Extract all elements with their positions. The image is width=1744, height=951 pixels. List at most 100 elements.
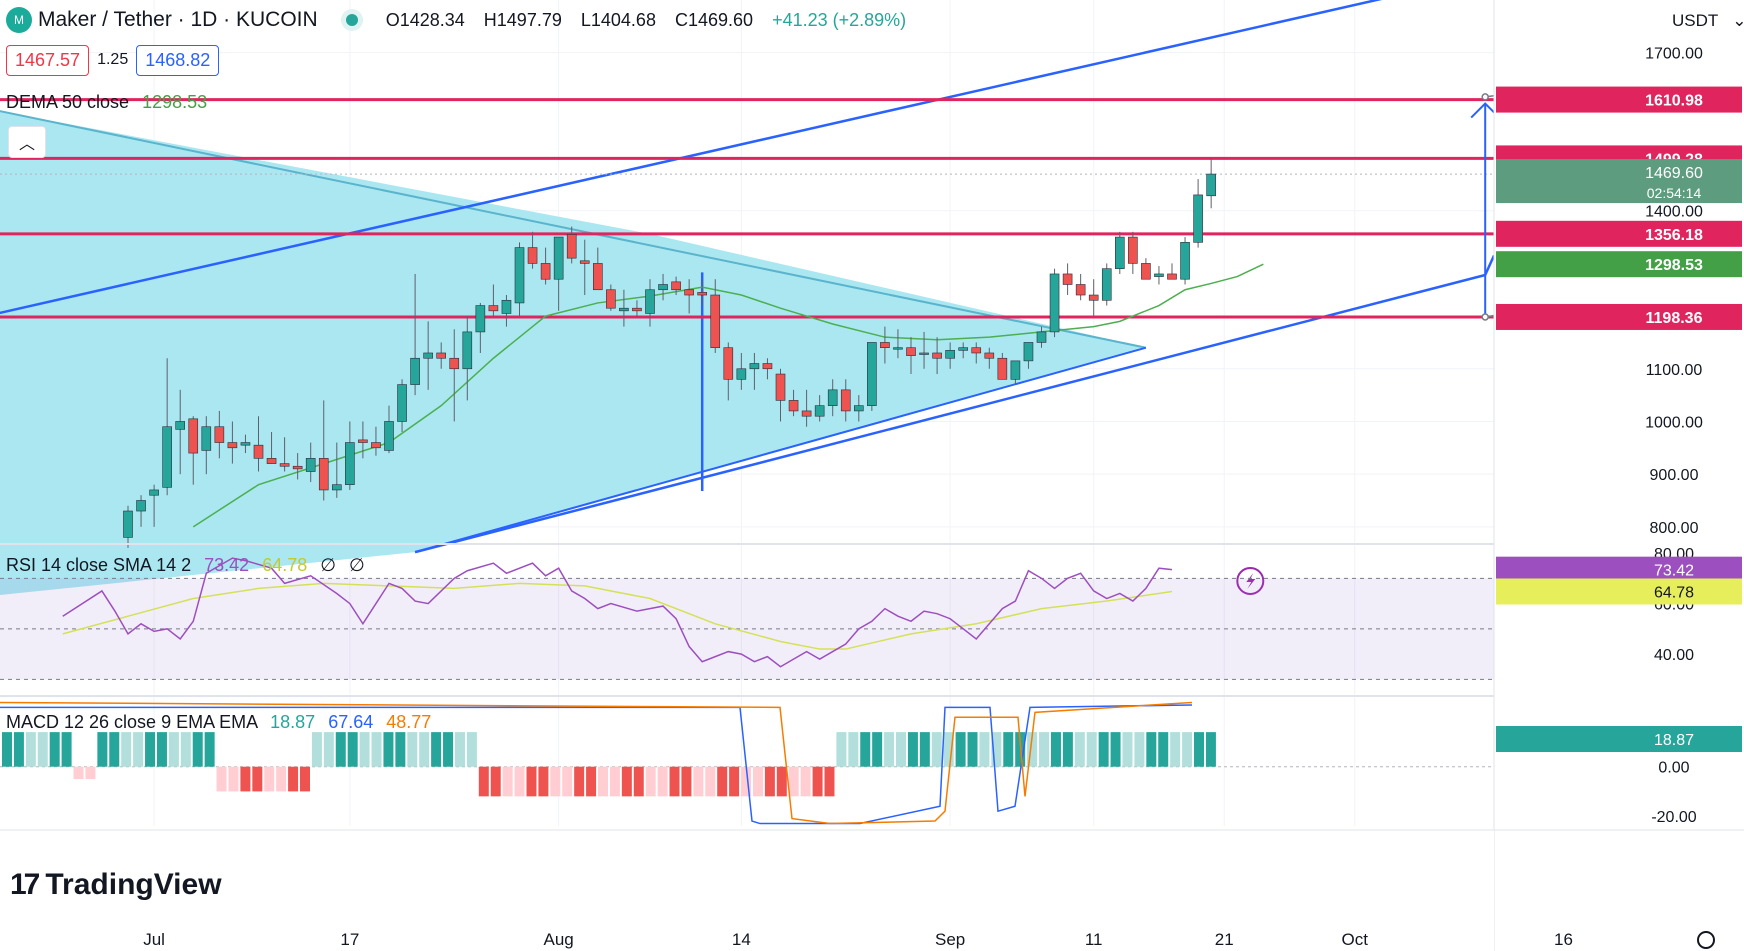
candle-down [841, 390, 850, 411]
macd-hist-bar [836, 732, 846, 767]
macd-hist-bar [1087, 732, 1097, 767]
rsi-sma-label: 64.78 [1654, 585, 1694, 602]
macd-hist-bar [14, 732, 24, 767]
macd-hist-bar [288, 767, 298, 792]
candle-up [137, 500, 146, 511]
sell-button[interactable]: 1467.57 [6, 45, 89, 76]
candle-up [1037, 332, 1046, 343]
tradingview-logo[interactable]: 17 TradingView [10, 868, 222, 902]
candle-up [1207, 174, 1216, 196]
macd-hist-bar [62, 732, 72, 767]
candle-up [202, 427, 211, 451]
macd-hist-bar [789, 767, 799, 797]
chart-header: M Maker / Tether · 1D · KUCOIN O1428.34 … [6, 6, 906, 34]
candle-down [724, 348, 733, 380]
macd-hist-bar [419, 732, 429, 767]
ohlc-open: O1428.34 [386, 10, 465, 30]
macd-hist-bar [920, 732, 930, 767]
macd-hist-bar [896, 732, 906, 767]
tradingview-mark-icon: 17 [10, 868, 37, 902]
macd-hist-bar [455, 732, 465, 767]
macd-hist-bar [1158, 732, 1168, 767]
macd-hist-bar [157, 732, 167, 767]
macd-hist-bar [717, 767, 727, 797]
candle-up [828, 390, 837, 406]
candle-down [698, 292, 707, 295]
macd-hist-bar [753, 767, 763, 797]
macd-hist-bar [252, 767, 262, 792]
rsi-legend[interactable]: RSI 14 close SMA 14 2 73.42 64.78 ∅ ∅ [6, 555, 365, 576]
macd-hist-bar [312, 732, 322, 767]
candle-down [1141, 263, 1150, 279]
candle-up [1154, 274, 1163, 277]
buy-button[interactable]: 1468.82 [136, 45, 219, 76]
candle-up [515, 248, 524, 303]
price-axis-bg [1494, 0, 1744, 951]
macd-legend[interactable]: MACD 12 26 close 9 EMA EMA 18.87 67.64 4… [6, 712, 431, 733]
macd-hist-bar [1206, 732, 1216, 767]
candle-down [189, 419, 198, 453]
candle-down [998, 358, 1007, 379]
chevron-down-icon: ⌄ [1732, 11, 1744, 31]
price-tick-label: 1100.00 [1646, 362, 1703, 379]
macd-hist-bar [824, 767, 834, 797]
candle-down [1063, 274, 1072, 285]
candle-up [163, 427, 172, 488]
macd-hist-bar [491, 767, 501, 797]
time-tick-label: 11 [1085, 930, 1103, 949]
macd-tick-label: -20.00 [1651, 809, 1696, 826]
macd-hist-bar [1003, 732, 1013, 767]
rsi-sma-badge [1496, 579, 1742, 605]
rsi-legend-value: 73.42 [204, 555, 249, 575]
candle-down [933, 353, 942, 358]
candle-down [907, 348, 916, 356]
callout-anchor [1482, 314, 1488, 320]
macd-hist-bar [1063, 732, 1073, 767]
macd-hist-bar [228, 767, 238, 792]
dema-badge-label: 1298.53 [1645, 257, 1703, 274]
candle-up [150, 490, 159, 495]
dema-badge [1496, 251, 1742, 277]
macd-hist-bar [1099, 732, 1109, 767]
collapse-legend-button[interactable]: ︿ [8, 126, 46, 158]
macd-histogram [2, 732, 1216, 796]
candle-down [580, 261, 589, 264]
macd-hist-bar [1182, 732, 1192, 767]
macd-hist-bar [372, 732, 382, 767]
candle-down [280, 464, 289, 467]
candle-up [815, 406, 824, 417]
macd-hist-bar [956, 732, 966, 767]
macd-hist-bar [324, 732, 334, 767]
macd-zero-bg [1496, 776, 1742, 802]
macd-value-label: 18.87 [1654, 732, 1694, 749]
price-tick-label: 800.00 [1650, 520, 1699, 537]
symbol-title[interactable]: Maker / Tether · 1D · KUCOIN [38, 8, 318, 32]
candle-down [789, 400, 798, 411]
macd-hist-legend-value: 18.87 [270, 712, 315, 732]
rsi-legend-extra-2: ∅ [349, 555, 365, 575]
candle-down [632, 308, 641, 311]
macd-hist-bar [622, 767, 632, 797]
macd-hist-bar [479, 767, 489, 797]
macd-hist-bar [109, 732, 119, 767]
currency-selector[interactable]: USDT ⌄ [1664, 6, 1744, 36]
market-status-icon[interactable] [346, 14, 358, 26]
candle-up [1194, 195, 1203, 242]
candle-down [593, 263, 602, 289]
candle-down [802, 411, 811, 416]
candle-up [306, 458, 315, 471]
price-tick-label: 1000.00 [1645, 414, 1703, 431]
macd-hist-bar [1075, 732, 1085, 767]
macd-hist-bar [729, 767, 739, 797]
dema-legend-value: 1298.53 [142, 92, 207, 112]
macd-hist-bar [693, 767, 703, 797]
candle-down [972, 348, 981, 353]
macd-hist-bar [431, 732, 441, 767]
candle-down [880, 342, 889, 347]
macd-signal-legend-value: 48.77 [386, 712, 431, 732]
dema-legend[interactable]: DEMA 50 close 1298.53 [6, 92, 207, 113]
macd-hist-bar [1146, 732, 1156, 767]
macd-value-badge [1496, 726, 1742, 752]
macd-hist-bar [121, 732, 131, 767]
